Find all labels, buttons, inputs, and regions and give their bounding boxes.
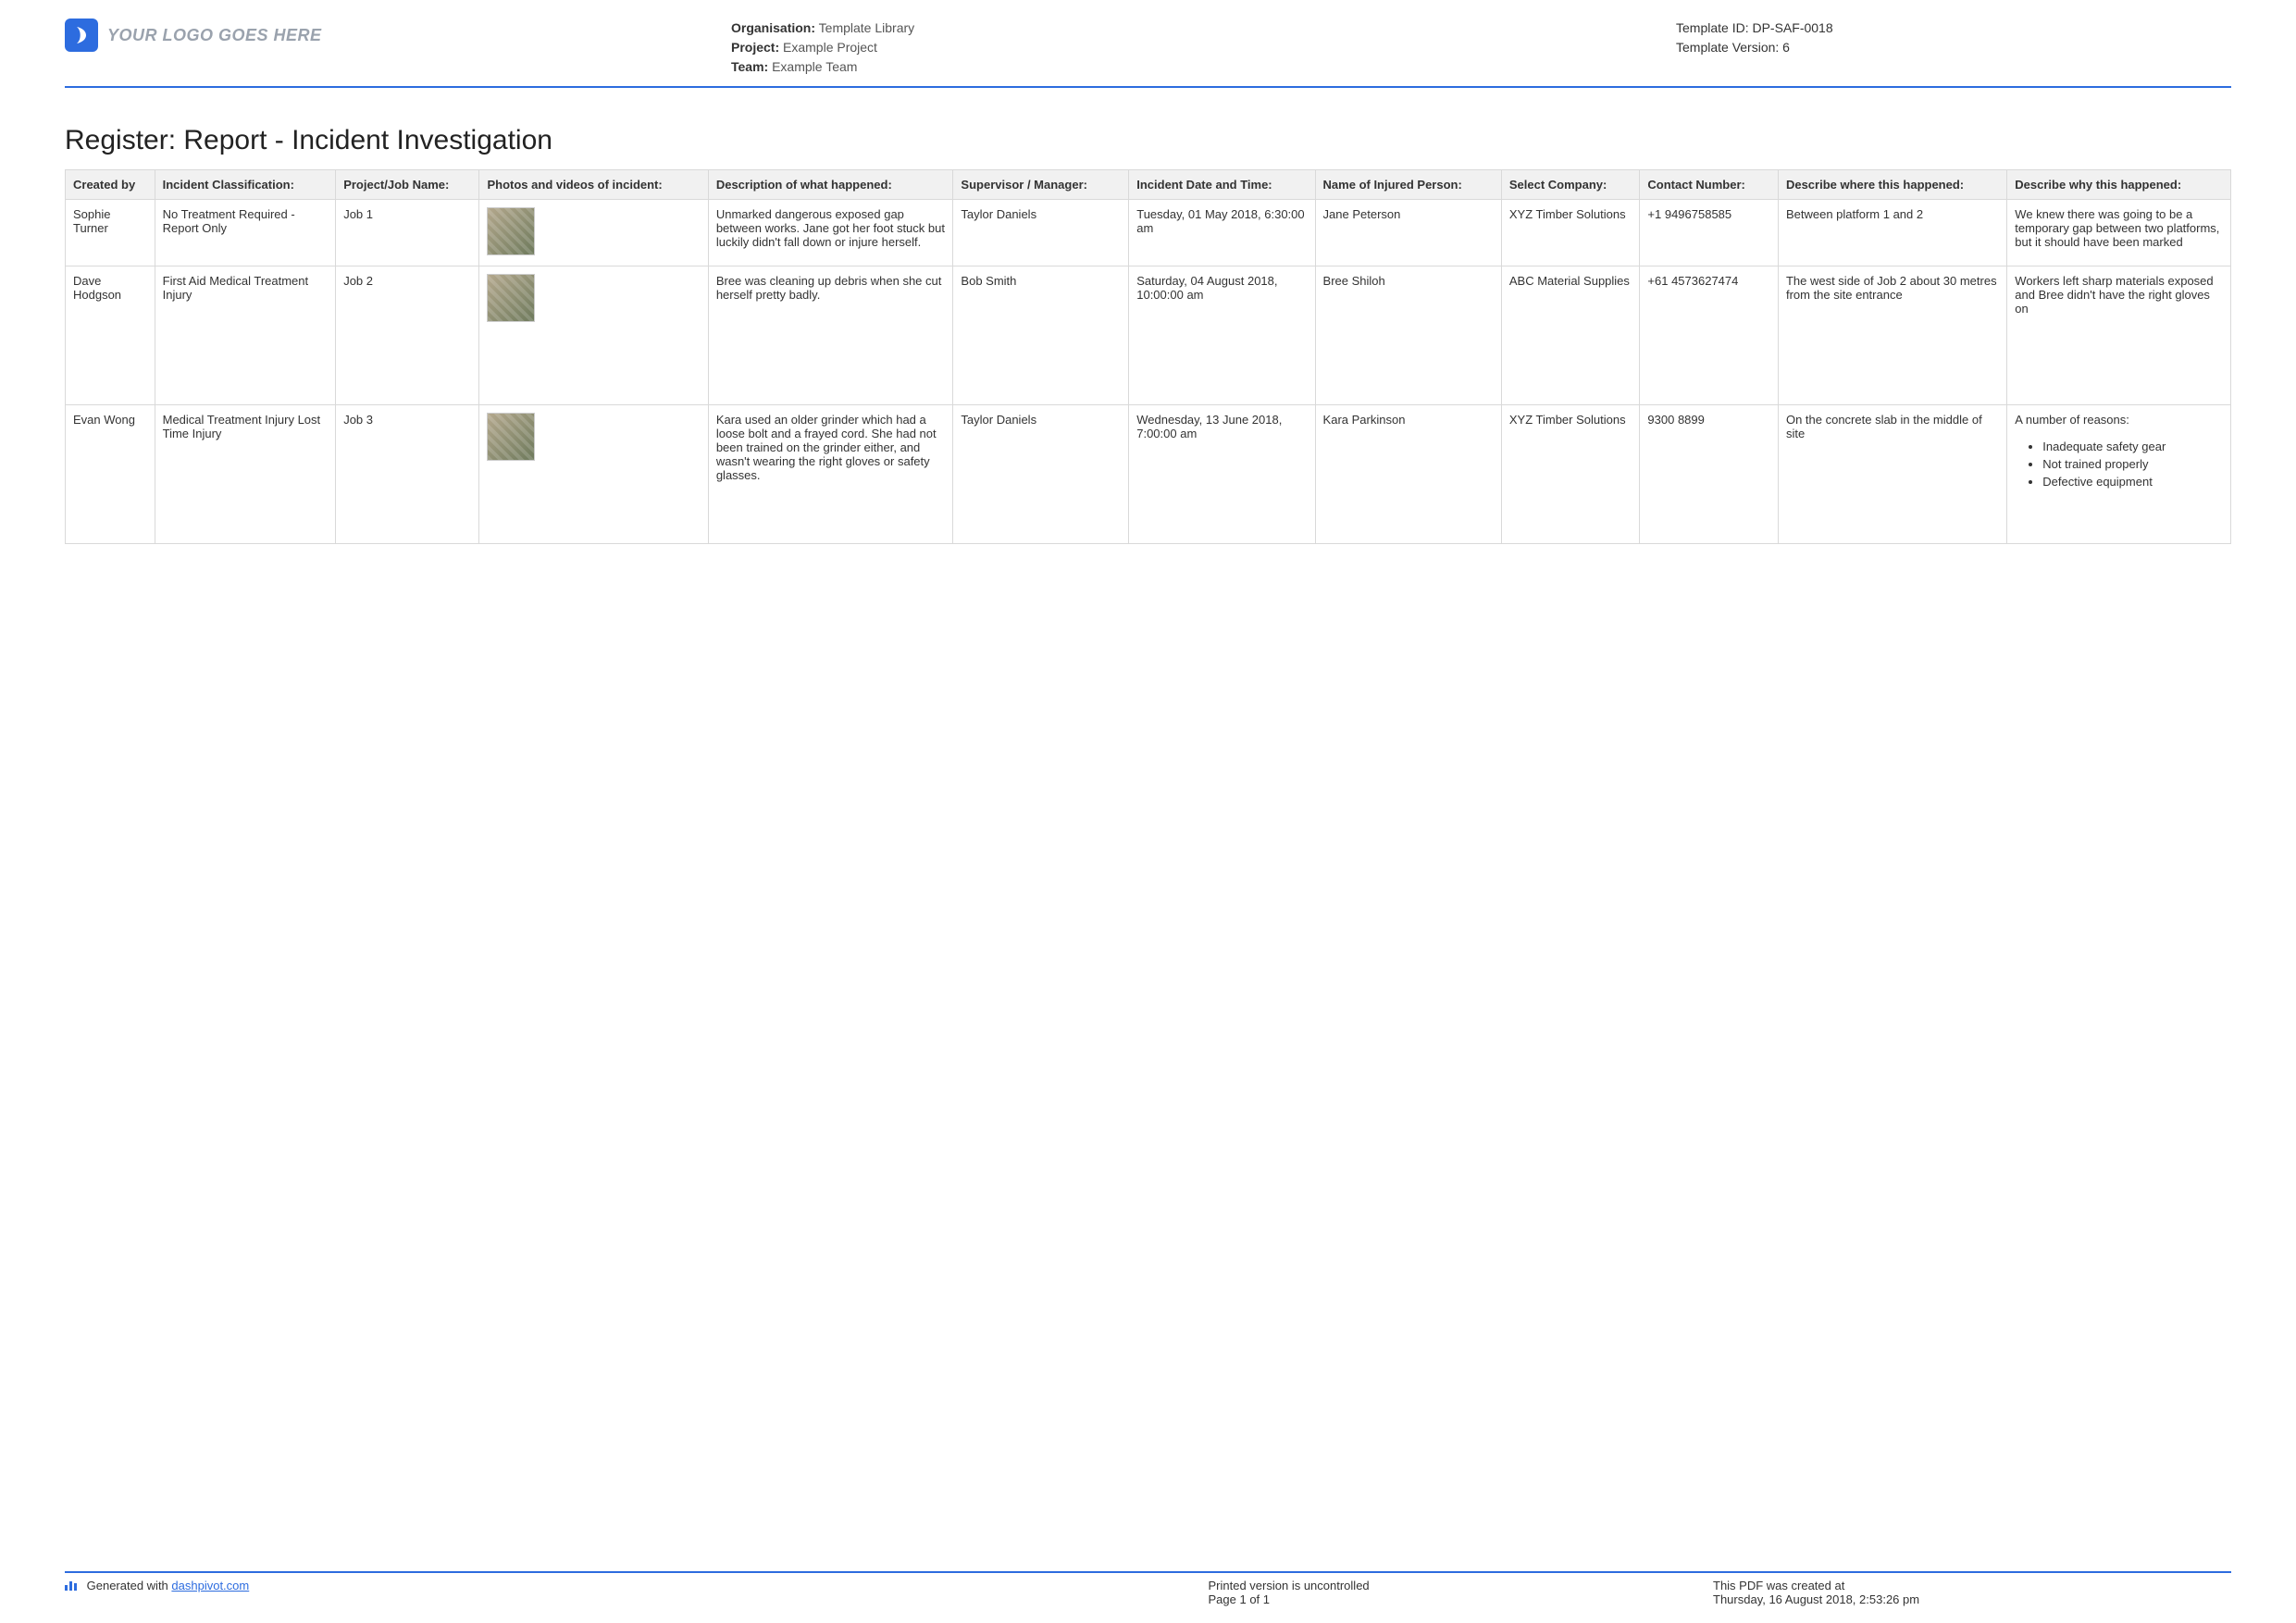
cell-datetime: Tuesday, 01 May 2018, 6:30:00 am [1129, 200, 1315, 266]
column-header: Incident Classification: [155, 170, 336, 200]
cell-classification: No Treatment Required - Report Only [155, 200, 336, 266]
incident-photo-thumbnail [487, 207, 535, 255]
cell-contact: +1 9496758585 [1640, 200, 1779, 266]
meta-label: Organisation: [731, 20, 815, 35]
header-meta-right: Template ID: DP-SAF-0018Template Version… [1676, 19, 2231, 57]
column-header: Project/Job Name: [336, 170, 479, 200]
incident-photo-thumbnail [487, 274, 535, 322]
cell-classification: First Aid Medical Treatment Injury [155, 266, 336, 405]
cell-job: Job 1 [336, 200, 479, 266]
footer-created-label: This PDF was created at [1713, 1579, 2231, 1592]
cell-created-by: Evan Wong [66, 405, 155, 544]
footer-page-number: Page 1 of 1 [1209, 1592, 1714, 1606]
cell-description: Kara used an older grinder which had a l… [708, 405, 953, 544]
cell-supervisor: Taylor Daniels [953, 405, 1129, 544]
column-header: Describe where this happened: [1778, 170, 2006, 200]
register-title: Register: Report - Incident Investigatio… [65, 125, 2231, 156]
meta-value: DP-SAF-0018 [1749, 20, 1833, 35]
chart-icon [65, 1580, 78, 1591]
meta-row: Template ID: DP-SAF-0018 [1676, 19, 2231, 38]
cell-company: XYZ Timber Solutions [1501, 200, 1640, 266]
incident-photo-thumbnail [487, 413, 535, 461]
cell-photos [479, 266, 708, 405]
cell-classification: Medical Treatment Injury Lost Time Injur… [155, 405, 336, 544]
cell-injured: Bree Shiloh [1315, 266, 1501, 405]
footer-generated-prefix: Generated with [87, 1579, 172, 1592]
cell-photos [479, 405, 708, 544]
why-bullet-list: Inadequate safety gear Not trained proper… [2015, 440, 2223, 489]
column-header: Contact Number: [1640, 170, 1779, 200]
document-footer: Generated with dashpivot.com Printed ver… [65, 1571, 2231, 1606]
cell-datetime: Wednesday, 13 June 2018, 7:00:00 am [1129, 405, 1315, 544]
meta-value: Example Project [779, 40, 877, 55]
meta-value: 6 [1779, 40, 1790, 55]
why-text: A number of reasons: [2015, 413, 2223, 427]
incident-register-table: Created byIncident Classification:Projec… [65, 169, 2231, 544]
table-body: Sophie TurnerNo Treatment Required - Rep… [66, 200, 2231, 544]
column-header: Incident Date and Time: [1129, 170, 1315, 200]
cell-company: ABC Material Supplies [1501, 266, 1640, 405]
column-header: Supervisor / Manager: [953, 170, 1129, 200]
meta-row: Project: Example Project [731, 38, 1676, 57]
meta-label: Team: [731, 59, 768, 74]
column-header: Name of Injured Person: [1315, 170, 1501, 200]
meta-label: Template ID: [1676, 20, 1749, 35]
document-header: YOUR LOGO GOES HERE Organisation: Templa… [65, 19, 2231, 88]
cell-description: Bree was cleaning up debris when she cut… [708, 266, 953, 405]
cell-where: The west side of Job 2 about 30 metres f… [1778, 266, 2006, 405]
cell-datetime: Saturday, 04 August 2018, 10:00:00 am [1129, 266, 1315, 405]
logo-block: YOUR LOGO GOES HERE [65, 19, 731, 52]
cell-where: On the concrete slab in the middle of si… [1778, 405, 2006, 544]
cell-why: We knew there was going to be a temporar… [2007, 200, 2231, 266]
cell-job: Job 2 [336, 266, 479, 405]
cell-description: Unmarked dangerous exposed gap between w… [708, 200, 953, 266]
cell-created-by: Sophie Turner [66, 200, 155, 266]
cell-job: Job 3 [336, 405, 479, 544]
cell-injured: Kara Parkinson [1315, 405, 1501, 544]
table-row: Dave HodgsonFirst Aid Medical Treatment … [66, 266, 2231, 405]
why-text: We knew there was going to be a temporar… [2015, 207, 2223, 249]
logo-placeholder-text: YOUR LOGO GOES HERE [107, 26, 322, 45]
column-header: Photos and videos of incident: [479, 170, 708, 200]
cell-contact: +61 4573627474 [1640, 266, 1779, 405]
column-header: Created by [66, 170, 155, 200]
footer-left: Generated with dashpivot.com [65, 1579, 570, 1606]
why-bullet: Inadequate safety gear [2042, 440, 2223, 453]
table-row: Evan WongMedical Treatment Injury Lost T… [66, 405, 2231, 544]
column-header: Describe why this happened: [2007, 170, 2231, 200]
meta-label: Template Version: [1676, 40, 1779, 55]
cell-injured: Jane Peterson [1315, 200, 1501, 266]
cell-supervisor: Bob Smith [953, 266, 1129, 405]
why-bullet: Not trained properly [2042, 457, 2223, 471]
why-bullet: Defective equipment [2042, 475, 2223, 489]
cell-why: Workers left sharp materials exposed and… [2007, 266, 2231, 405]
meta-row: Team: Example Team [731, 57, 1676, 77]
footer-center: Printed version is uncontrolled Page 1 o… [570, 1579, 1714, 1606]
footer-right: This PDF was created at Thursday, 16 Aug… [1713, 1579, 2231, 1606]
cell-why: A number of reasons: Inadequate safety ge… [2007, 405, 2231, 544]
cell-created-by: Dave Hodgson [66, 266, 155, 405]
table-header-row: Created byIncident Classification:Projec… [66, 170, 2231, 200]
cell-supervisor: Taylor Daniels [953, 200, 1129, 266]
meta-label: Project: [731, 40, 779, 55]
footer-created-timestamp: Thursday, 16 August 2018, 2:53:26 pm [1713, 1592, 2231, 1606]
meta-row: Template Version: 6 [1676, 38, 2231, 57]
column-header: Description of what happened: [708, 170, 953, 200]
footer-uncontrolled-text: Printed version is uncontrolled [1209, 1579, 1714, 1592]
column-header: Select Company: [1501, 170, 1640, 200]
cell-where: Between platform 1 and 2 [1778, 200, 2006, 266]
header-meta-center: Organisation: Template LibraryProject: E… [731, 19, 1676, 77]
cell-photos [479, 200, 708, 266]
table-row: Sophie TurnerNo Treatment Required - Rep… [66, 200, 2231, 266]
logo-icon [65, 19, 98, 52]
meta-value: Template Library [815, 20, 914, 35]
cell-contact: 9300 8899 [1640, 405, 1779, 544]
footer-dashpivot-link[interactable]: dashpivot.com [171, 1579, 249, 1592]
cell-company: XYZ Timber Solutions [1501, 405, 1640, 544]
meta-value: Example Team [768, 59, 857, 74]
why-text: Workers left sharp materials exposed and… [2015, 274, 2223, 316]
meta-row: Organisation: Template Library [731, 19, 1676, 38]
